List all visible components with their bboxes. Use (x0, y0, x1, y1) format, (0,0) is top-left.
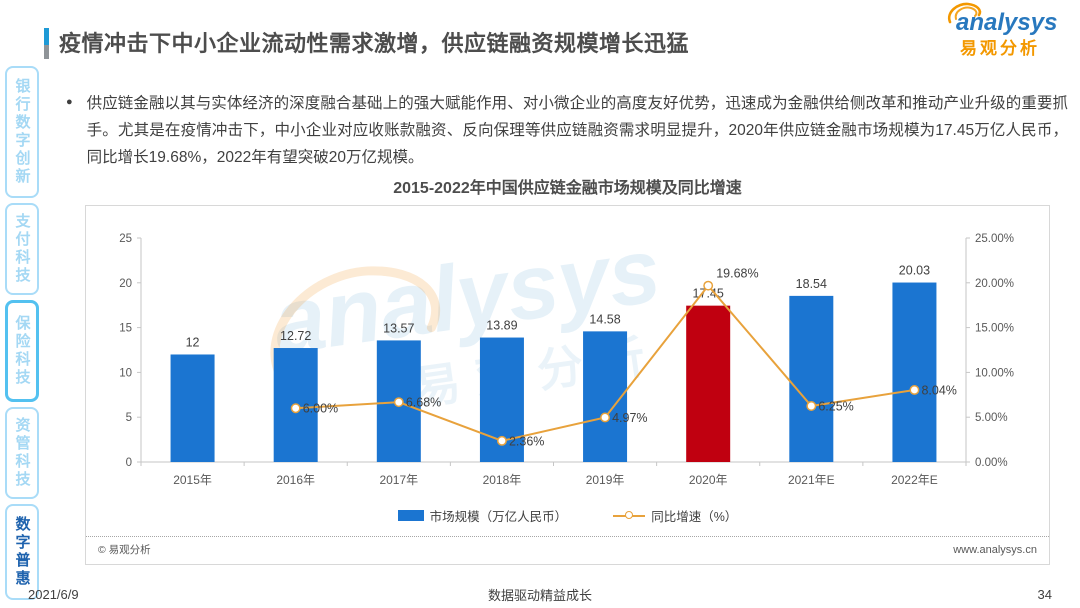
summary-text: 供应链金融以其与实体经济的深度融合基础上的强大赋能作用、对小微企业的高度友好优势… (86, 95, 1068, 166)
svg-text:12.72: 12.72 (280, 329, 311, 343)
svg-text:2017年: 2017年 (379, 473, 418, 487)
page-number: 34 (1037, 587, 1052, 602)
svg-text:4.97%: 4.97% (612, 411, 647, 425)
svg-text:8.04%: 8.04% (921, 383, 956, 397)
logo-swirl-icon (947, 2, 982, 24)
date-label: 2021/6/9 (28, 587, 79, 602)
sidebar-item-digital-inclusion[interactable]: 数字普惠 (5, 504, 39, 600)
svg-text:14.58: 14.58 (589, 312, 620, 326)
svg-text:5.00%: 5.00% (975, 412, 1008, 424)
chart-footer: © 易观分析 www.analysys.cn (86, 536, 1049, 564)
bullet-icon: ● (66, 96, 73, 108)
svg-text:18.54: 18.54 (796, 277, 827, 291)
sidebar-item-banking-digital-innovation[interactable]: 银行数字创新 (5, 66, 39, 198)
sidebar-item-payment-tech[interactable]: 支付科技 (5, 203, 39, 295)
svg-text:25.00%: 25.00% (975, 233, 1014, 245)
sidebar-item-label: 保险科技 (13, 315, 31, 387)
sidebar-item-asset-management-tech[interactable]: 资管科技 (5, 407, 39, 499)
sidebar: 银行数字创新 支付科技 保险科技 资管科技 数字普惠 (5, 66, 39, 600)
svg-text:6.25%: 6.25% (818, 400, 853, 414)
svg-text:6.68%: 6.68% (406, 396, 441, 410)
page-title: 疫情冲击下中小企业流动性需求激增，供应链融资规模增长迅猛 (59, 31, 690, 56)
analysys-logo: analysys 易观分析 (947, 2, 1068, 59)
svg-text:15: 15 (119, 323, 132, 335)
svg-text:20.00%: 20.00% (975, 278, 1014, 290)
svg-text:2.36%: 2.36% (509, 434, 544, 448)
page-footer: 2021/6/9 数据驱动精益成长 34 (0, 587, 1080, 603)
svg-text:15.00%: 15.00% (975, 323, 1014, 335)
svg-text:2022年E: 2022年E (891, 473, 938, 487)
svg-text:2018年: 2018年 (483, 473, 522, 487)
sidebar-item-label: 资管科技 (13, 417, 31, 489)
svg-text:10.00%: 10.00% (975, 367, 1014, 379)
svg-text:20: 20 (119, 278, 132, 290)
legend-item-growth-rate: 同比增速（%） (613, 506, 737, 525)
chart-panel: analysys 易观分析 0 5 10 15 20 25 0.00% 5.00% 10.00%… (85, 205, 1050, 565)
slogan-label: 数据驱动精益成长 (487, 588, 592, 603)
svg-text:2019年: 2019年 (586, 473, 625, 487)
copyright-text: © 易观分析 (98, 544, 151, 556)
chart-title: 2015-2022年中国供应链金融市场规模及同比增速 (393, 180, 742, 197)
logo-brand-text: analysys (947, 2, 1068, 36)
svg-text:2016年: 2016年 (276, 473, 315, 487)
svg-text:13.89: 13.89 (486, 319, 517, 333)
svg-text:25: 25 (119, 233, 132, 245)
summary-paragraph: ● 供应链金融以其与实体经济的深度融合基础上的强大赋能作用、对小微企业的高度友好… (66, 90, 1068, 171)
logo-brand-cn: 易观分析 (960, 39, 1040, 58)
svg-text:0: 0 (126, 457, 132, 469)
svg-text:6.00%: 6.00% (303, 402, 338, 416)
svg-text:13.57: 13.57 (383, 321, 414, 335)
chart-svg: 0 5 10 15 20 25 0.00% 5.00% 10.00% 15.00% 20.00% 25… (119, 233, 1014, 487)
legend-item-market-size: 市场规模（万亿人民币） (397, 506, 568, 525)
legend-label: 同比增速（%） (651, 510, 738, 524)
sidebar-item-label: 数字普惠 (13, 516, 31, 588)
sidebar-item-label: 银行数字创新 (13, 78, 31, 186)
sidebar-item-label: 支付科技 (13, 213, 31, 285)
svg-text:10: 10 (119, 367, 132, 379)
svg-text:19.68%: 19.68% (716, 267, 758, 281)
svg-text:0.00%: 0.00% (975, 457, 1008, 469)
svg-text:5: 5 (126, 412, 132, 424)
title-accent-bar (44, 28, 49, 59)
svg-text:2021年E: 2021年E (788, 473, 835, 487)
chart-legend: 市场规模（万亿人民币） 同比增速（%） (86, 506, 1049, 525)
legend-label: 市场规模（万亿人民币） (429, 510, 568, 524)
legend-bar-swatch (397, 510, 424, 521)
sidebar-item-insurance-tech[interactable]: 保险科技 (5, 300, 39, 402)
svg-text:12: 12 (186, 335, 200, 349)
title-bar: 疫情冲击下中小企业流动性需求激增，供应链融资规模增长迅猛 (44, 26, 689, 59)
svg-text:2020年: 2020年 (689, 473, 728, 487)
svg-text:2015年: 2015年 (173, 473, 212, 487)
legend-line-swatch (613, 510, 646, 521)
website-link[interactable]: www.analysys.cn (953, 543, 1037, 556)
svg-text:20.03: 20.03 (899, 264, 930, 278)
